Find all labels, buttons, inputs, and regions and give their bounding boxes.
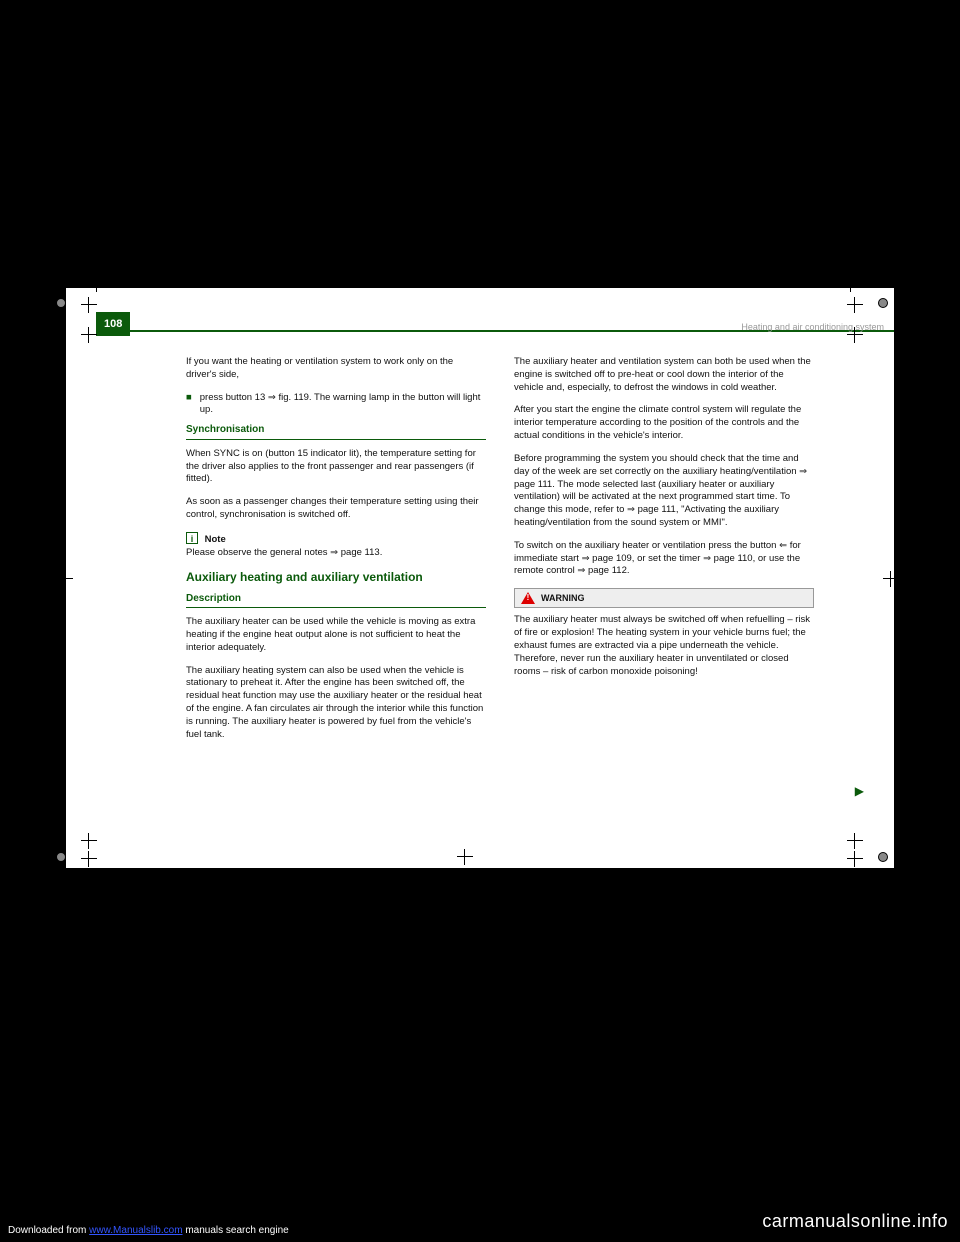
manual-page: 108 Heating and air conditioning system … [66,288,894,868]
right-column: The auxiliary heater and ventilation sys… [514,356,814,848]
note-icon: i [186,532,198,544]
bullet-item: ■ press button 13 ⇒ fig. 119. The warnin… [186,392,486,418]
right-para-2: After you start the engine the climate c… [514,404,814,442]
crop-mark-right-mid [886,574,896,584]
footer-link[interactable]: www.Manualslib.com [89,1225,182,1236]
warning-box: WARNING [514,588,814,608]
right-para-3: Before programming the system you should… [514,453,814,530]
text-columns: If you want the heating or ventilation s… [186,356,874,848]
aux-heading: Auxiliary heating and auxiliary ventilat… [186,569,486,585]
page-number-badge: 108 [96,312,130,336]
left-column: If you want the heating or ventilation s… [186,356,486,848]
desc-para-2: The auxiliary heating system can also be… [186,665,486,742]
sync-para-1: When SYNC is on (button 15 indicator lit… [186,448,486,486]
warning-label: WARNING [541,592,585,604]
footer-suffix: manuals search engine [185,1225,288,1236]
sync-heading: Synchronisation [186,423,486,437]
bullet-text: press button 13 ⇒ fig. 119. The warning … [200,392,486,418]
footer-left: Downloaded from www.Manualslib.com manua… [8,1225,289,1236]
note-block: i Note Please observe the general notes … [186,532,486,560]
right-para-4: To switch on the auxiliary heater or ven… [514,540,814,578]
crop-mark-left-mid [60,574,70,584]
crop-mark-bottom-mid [460,852,470,862]
note-text: Please observe the general notes ⇒ page … [186,547,382,558]
right-para-1: The auxiliary heater and ventilation sys… [514,356,814,394]
desc-heading: Description [186,592,486,606]
heading-rule [186,439,486,440]
desc-para-1: The auxiliary heater can be used while t… [186,616,486,654]
running-header: Heating and air conditioning system [741,322,884,332]
warning-text: The auxiliary heater must always be swit… [514,614,814,678]
warning-triangle-icon [521,592,535,604]
heading-rule [186,607,486,608]
intro-text: If you want the heating or ventilation s… [186,356,486,382]
footer-right-watermark: carmanualsonline.info [762,1211,948,1232]
bullet-marker: ■ [186,392,192,418]
continue-arrow-icon: ▶ [855,784,864,798]
footer-prefix: Downloaded from [8,1225,89,1236]
sync-para-2: As soon as a passenger changes their tem… [186,496,486,522]
